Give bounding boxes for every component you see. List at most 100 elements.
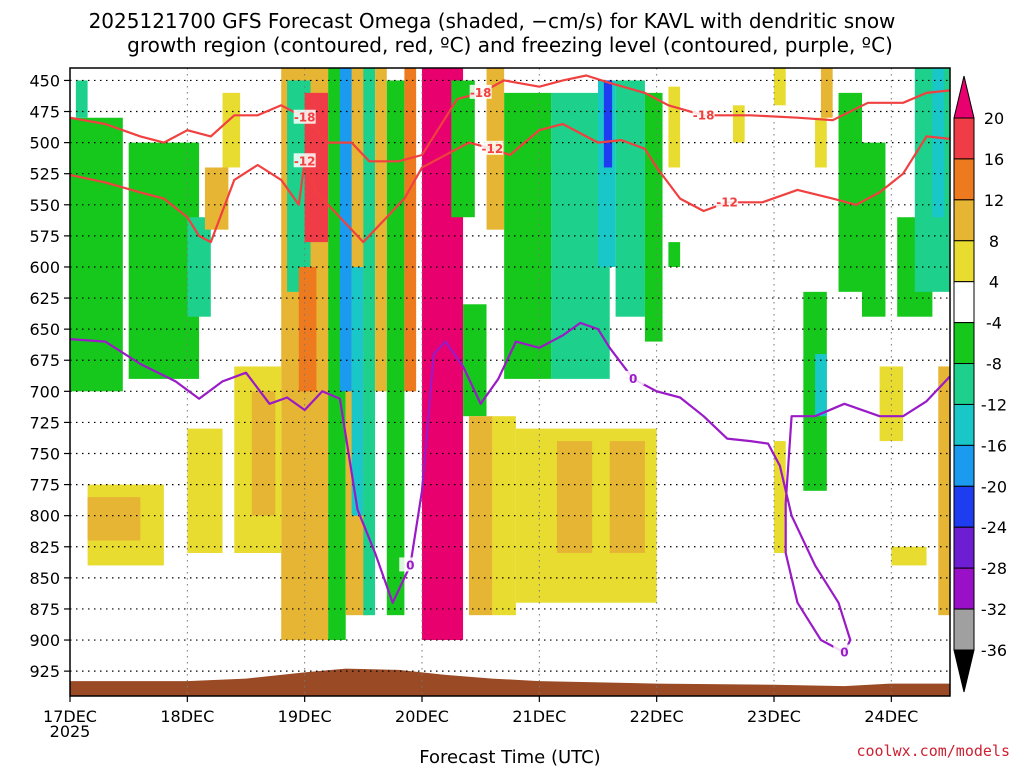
contour-line xyxy=(70,122,950,244)
omega-patch xyxy=(862,142,886,317)
colorbar-cell xyxy=(953,158,975,201)
omega-patch xyxy=(251,391,276,516)
omega-patch xyxy=(363,68,376,616)
y-tick-label: 750 xyxy=(29,445,60,464)
contour-label-bg xyxy=(692,107,715,122)
omega-patch xyxy=(932,68,945,218)
contour-label: 0 xyxy=(629,372,637,386)
omega-patch xyxy=(668,242,681,267)
y-tick-label: 775 xyxy=(29,476,60,495)
contour-label-bg xyxy=(716,194,739,209)
omega-patch xyxy=(609,441,645,553)
omega-patch xyxy=(879,366,904,442)
omega-patch xyxy=(815,354,827,417)
y-tick-label: 450 xyxy=(29,71,60,90)
colorbar-label: -36 xyxy=(981,641,1007,660)
y-tick-label: 625 xyxy=(29,289,60,308)
omega-patch xyxy=(463,304,487,417)
x-tick-label: 21DEC xyxy=(512,707,566,726)
omega-patch xyxy=(732,105,745,143)
omega-patch xyxy=(375,68,387,392)
chart-title-line-2: growth region (contoured, red, ºC) and f… xyxy=(127,33,893,57)
colorbar-label: -4 xyxy=(986,314,1002,333)
omega-patch xyxy=(774,441,786,553)
contour-label: -18 xyxy=(470,86,492,100)
omega-patch xyxy=(70,117,123,392)
omega-patch xyxy=(615,80,645,317)
y-tick-label: 525 xyxy=(29,165,60,184)
omega-patch xyxy=(187,217,211,317)
colorbar-cell xyxy=(953,117,975,160)
omega-patch xyxy=(404,68,417,392)
x-year-label: 2025 xyxy=(50,722,91,741)
x-tick-label: 17DEC xyxy=(43,707,97,726)
y-tick-label: 650 xyxy=(29,320,60,339)
omega-patch xyxy=(87,497,141,541)
colorbar-legend: 20 16 12 8 4 -4 -8 -12 -16 -20 -24 -28 -32 -36 xyxy=(953,75,1007,693)
colorbar-label: 8 xyxy=(989,232,999,251)
colorbar-label: -24 xyxy=(981,518,1007,537)
omega-patch xyxy=(644,92,663,342)
y-tick-label: 875 xyxy=(29,600,60,619)
plot-frame xyxy=(69,67,951,697)
omega-patch xyxy=(351,266,364,516)
omega-patch xyxy=(774,68,786,106)
y-tick-label: 825 xyxy=(29,538,60,557)
colorbar-label: -20 xyxy=(981,477,1007,496)
colorbar-cell xyxy=(953,363,975,405)
chart-title-line-1: 2025121700 GFS Forecast Omega (shaded, −… xyxy=(89,9,896,33)
contour-label-bg xyxy=(293,109,316,124)
colorbar-cell xyxy=(953,567,975,610)
omega-patch xyxy=(556,441,593,553)
colorbar-label: -8 xyxy=(986,355,1002,374)
colorbar-label: 20 xyxy=(984,109,1004,128)
y-tick-label: 500 xyxy=(29,134,60,153)
y-tick-label: 725 xyxy=(29,413,60,432)
contour-label-bg xyxy=(622,370,645,385)
colorbar-cell xyxy=(953,485,975,528)
colorbar-cell xyxy=(953,322,975,365)
x-tick-label: 19DEC xyxy=(278,707,332,726)
colorbar-label: 4 xyxy=(989,273,999,292)
omega-patch xyxy=(891,546,927,566)
contour-label: 0 xyxy=(406,558,414,572)
x-tick-label: 24DEC xyxy=(864,707,918,726)
x-tick-label: 20DEC xyxy=(395,707,449,726)
omega-patch xyxy=(838,92,862,292)
colorbar-cell xyxy=(953,240,975,283)
contour-label-bg xyxy=(293,153,316,168)
colorbar-cell xyxy=(953,526,975,569)
y-tick-label: 600 xyxy=(29,258,60,277)
omega-patch xyxy=(339,68,352,392)
colorbar-cell xyxy=(953,608,975,651)
colorbar-label: -32 xyxy=(981,600,1007,619)
contour-lines: -18 -18 -18 -12 -12 -12 0 0 0 xyxy=(70,74,950,659)
contour-line xyxy=(70,74,950,163)
y-tick-label: 900 xyxy=(29,631,60,650)
y-tick-label: 700 xyxy=(29,382,60,401)
contour-label: -18 xyxy=(294,111,316,125)
y-axis: 450 475 500 525 550 575 600 625 650 675 700 725 750 7… xyxy=(29,71,70,681)
y-tick-label: 475 xyxy=(29,103,60,122)
y-tick-label: 675 xyxy=(29,351,60,370)
x-tick-label: 18DEC xyxy=(160,707,214,726)
omega-patch xyxy=(468,416,493,616)
contour-label: -12 xyxy=(294,154,316,168)
contour-label-bg xyxy=(469,84,492,99)
omega-patch xyxy=(668,86,681,168)
omega-patch xyxy=(222,92,241,168)
colorbar-label: 12 xyxy=(984,191,1004,210)
omega-patch xyxy=(298,266,317,392)
contour-label-bg xyxy=(833,644,856,659)
x-tick-label: 22DEC xyxy=(630,707,684,726)
omega-patch xyxy=(938,366,950,616)
x-tick-label: 23DEC xyxy=(747,707,801,726)
colorbar-label: -16 xyxy=(981,436,1007,455)
colorbar-cell xyxy=(953,281,975,324)
omega-patch xyxy=(603,80,613,168)
contour-label: -12 xyxy=(716,195,738,209)
contour-label: -18 xyxy=(693,108,715,122)
y-tick-label: 800 xyxy=(29,507,60,526)
